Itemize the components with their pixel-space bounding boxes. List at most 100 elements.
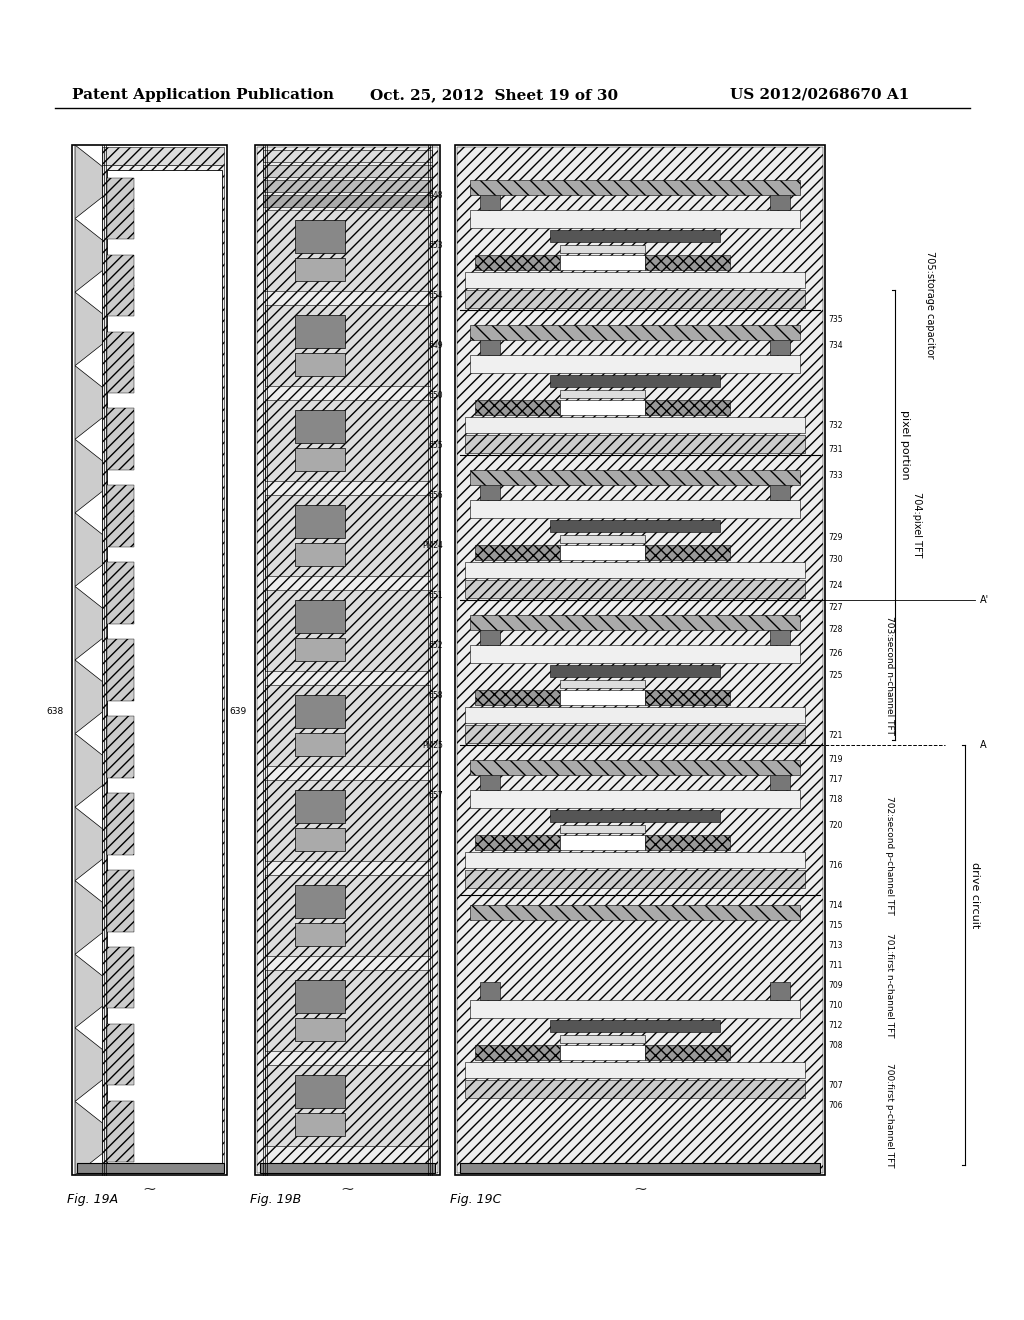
Bar: [106, 178, 134, 239]
Bar: [770, 772, 790, 789]
Polygon shape: [106, 1101, 134, 1163]
Text: 648: 648: [428, 190, 443, 199]
Bar: [295, 828, 345, 851]
Bar: [295, 789, 345, 822]
Bar: [550, 375, 720, 387]
Text: Fig. 19C: Fig. 19C: [450, 1193, 502, 1206]
Bar: [295, 923, 345, 946]
Bar: [470, 500, 800, 517]
Bar: [465, 417, 805, 433]
Bar: [465, 436, 805, 453]
Bar: [560, 545, 645, 560]
Text: Fig. 19B: Fig. 19B: [250, 1193, 301, 1206]
Text: US 2012/0268670 A1: US 2012/0268670 A1: [730, 88, 909, 102]
Bar: [550, 810, 720, 822]
Bar: [106, 1024, 134, 1085]
Text: 650: 650: [428, 391, 443, 400]
Text: 717: 717: [828, 776, 843, 784]
Polygon shape: [75, 880, 103, 954]
Text: Fig. 19A: Fig. 19A: [67, 1193, 118, 1206]
Text: 712: 712: [828, 1020, 843, 1030]
Bar: [770, 627, 790, 645]
Text: 706: 706: [828, 1101, 843, 1110]
Bar: [265, 685, 430, 766]
Bar: [550, 230, 720, 242]
Bar: [645, 836, 730, 850]
Polygon shape: [75, 366, 103, 440]
Polygon shape: [75, 586, 103, 660]
Text: 724: 724: [828, 581, 843, 590]
Bar: [465, 272, 805, 288]
Bar: [475, 545, 560, 560]
Bar: [265, 780, 430, 861]
Bar: [475, 255, 560, 271]
Text: 716: 716: [828, 861, 843, 870]
Polygon shape: [75, 807, 103, 880]
Bar: [560, 535, 645, 543]
Text: 728: 728: [828, 626, 843, 635]
Bar: [295, 1113, 345, 1137]
Text: 734: 734: [828, 341, 843, 350]
Text: PM25: PM25: [422, 741, 443, 750]
Bar: [470, 645, 800, 663]
Bar: [560, 1035, 645, 1043]
Bar: [106, 870, 134, 932]
Bar: [645, 1045, 730, 1060]
Bar: [465, 851, 805, 869]
Bar: [475, 400, 560, 414]
Text: 715: 715: [828, 920, 843, 929]
Polygon shape: [75, 145, 103, 219]
Text: 701:first n-channel TFT: 701:first n-channel TFT: [885, 933, 894, 1038]
Bar: [295, 1074, 345, 1107]
Text: ~: ~: [340, 1180, 354, 1197]
Polygon shape: [106, 486, 134, 546]
Text: 655: 655: [428, 441, 443, 450]
Bar: [77, 1163, 224, 1173]
Bar: [470, 355, 800, 374]
Polygon shape: [106, 562, 134, 624]
Bar: [645, 545, 730, 560]
Text: 713: 713: [828, 940, 843, 949]
Bar: [265, 495, 430, 576]
Bar: [295, 257, 345, 281]
Bar: [480, 627, 500, 645]
Text: 708: 708: [828, 1040, 843, 1049]
Text: 656: 656: [428, 491, 443, 499]
Bar: [106, 793, 134, 854]
Polygon shape: [106, 1024, 134, 1085]
Text: 719: 719: [828, 755, 843, 764]
Bar: [295, 638, 345, 661]
Bar: [263, 150, 432, 162]
Bar: [295, 694, 345, 727]
Bar: [465, 1063, 805, 1078]
Bar: [295, 447, 345, 471]
Polygon shape: [106, 793, 134, 854]
Text: 729: 729: [828, 532, 843, 541]
Bar: [460, 1163, 820, 1173]
Bar: [465, 708, 805, 723]
Bar: [265, 305, 430, 385]
Bar: [265, 590, 430, 671]
Bar: [470, 210, 800, 228]
Bar: [72, 145, 227, 1175]
Polygon shape: [75, 1028, 103, 1101]
Bar: [560, 246, 645, 253]
Text: 731: 731: [828, 446, 843, 454]
Bar: [106, 946, 134, 1008]
Bar: [295, 543, 345, 566]
Bar: [295, 409, 345, 442]
Text: 651: 651: [428, 590, 443, 599]
Bar: [106, 562, 134, 624]
Bar: [106, 255, 134, 317]
Bar: [465, 1080, 805, 1098]
Bar: [470, 789, 800, 808]
Polygon shape: [75, 1101, 103, 1175]
Polygon shape: [75, 513, 103, 586]
Text: 700:first p-channel TFT: 700:first p-channel TFT: [885, 1063, 894, 1167]
Bar: [102, 147, 224, 165]
Bar: [465, 562, 805, 578]
Bar: [470, 760, 800, 775]
Bar: [263, 180, 432, 191]
Text: ~: ~: [142, 1180, 156, 1197]
Bar: [265, 400, 430, 480]
